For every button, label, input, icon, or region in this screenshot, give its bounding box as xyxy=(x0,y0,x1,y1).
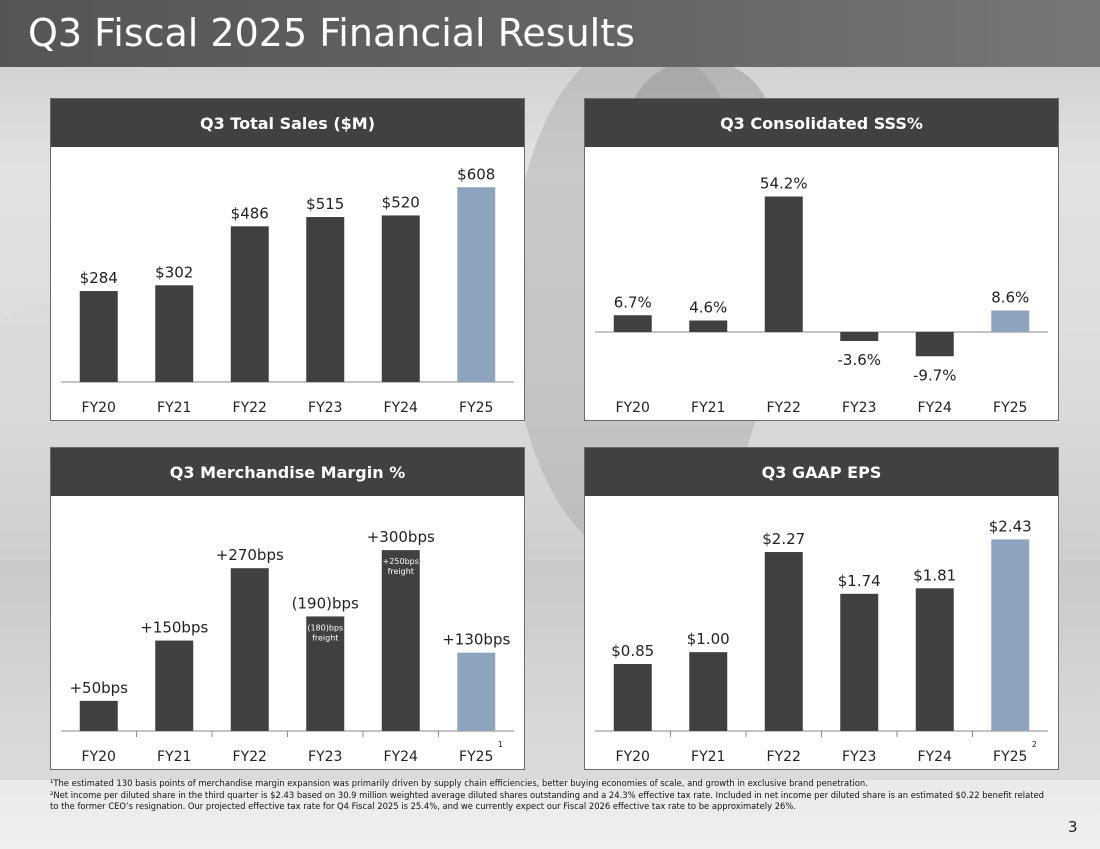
bar-fy22 xyxy=(764,552,803,731)
category-label: FY20 xyxy=(616,400,650,416)
category-label: FY23 xyxy=(308,749,342,765)
footnote-marker: 1 xyxy=(498,740,503,749)
data-label: (190)bps xyxy=(292,594,359,612)
margin-chart: +50bps FY20 +150bps FY21 +270bps FY22 (190)bps… xyxy=(61,528,514,765)
category-label: FY21 xyxy=(157,749,191,765)
category-label: FY22 xyxy=(767,749,801,765)
category-label: FY22 xyxy=(233,400,267,416)
data-label: $302 xyxy=(155,263,193,281)
data-label: +300bps xyxy=(367,528,435,546)
bar-fy25 xyxy=(457,652,496,731)
data-label: +50bps xyxy=(69,679,128,697)
bar-fy25 xyxy=(991,310,1030,332)
bar-fy24 xyxy=(381,215,420,382)
bar-fy23 xyxy=(306,217,345,382)
page-number: 3 xyxy=(1068,818,1078,836)
title-bar: Q3 Fiscal 2025 Financial Results xyxy=(0,0,1100,67)
footnote-2: ²Net income per diluted share in the thi… xyxy=(50,789,1044,812)
panel-total-sales: Q3 Total Sales ($M) $284 FY20 $302 FY21 $486… xyxy=(50,98,525,421)
footnote-1: ¹The estimated 130 basis points of merch… xyxy=(50,778,868,788)
category-label: FY22 xyxy=(233,749,267,765)
category-label: FY22 xyxy=(767,400,801,416)
category-label: FY24 xyxy=(918,400,953,416)
bar-fy25 xyxy=(457,187,496,382)
panel-gaap-eps: Q3 GAAP EPS $0.85 FY20 $1.00 FY21 $2.27 FY22 $… xyxy=(584,447,1059,770)
data-label: $486 xyxy=(231,204,269,222)
category-label: FY20 xyxy=(82,400,116,416)
data-label: 54.2% xyxy=(760,175,808,193)
data-label: +150bps xyxy=(140,619,208,637)
category-label: FY23 xyxy=(842,749,876,765)
bar-fy25 xyxy=(991,539,1030,731)
data-label: $515 xyxy=(306,195,344,213)
category-label: FY25 xyxy=(459,400,493,416)
category-label: FY21 xyxy=(691,749,725,765)
sss-chart: 6.7% FY20 4.6% FY21 54.2% FY22 -3.6% FY23 -9.7% F… xyxy=(595,175,1048,416)
panel-title: Q3 GAAP EPS xyxy=(585,448,1058,496)
panel-title: Q3 Total Sales ($M) xyxy=(51,99,524,147)
data-label: 8.6% xyxy=(991,289,1029,307)
category-label: FY25 xyxy=(993,749,1027,765)
bar-fy21 xyxy=(155,285,194,382)
category-label: FY24 xyxy=(384,749,419,765)
data-label: -9.7% xyxy=(913,366,957,384)
data-label: $2.43 xyxy=(989,517,1032,535)
data-label: $608 xyxy=(457,165,495,183)
category-label: FY25 xyxy=(993,400,1027,416)
bar-fy21 xyxy=(155,640,194,731)
category-label: FY23 xyxy=(842,400,876,416)
footnote-marker: 2 xyxy=(1032,740,1037,749)
data-label: +270bps xyxy=(216,546,284,564)
bar-fy22 xyxy=(230,568,269,731)
data-label: $1.00 xyxy=(687,630,730,648)
panel-merchandise-margin: Q3 Merchandise Margin % +50bps FY20 +150bp… xyxy=(50,447,525,770)
data-label: $1.81 xyxy=(913,566,956,584)
category-label: FY20 xyxy=(82,749,116,765)
bar-inner-note: freight xyxy=(388,567,414,576)
category-label: FY24 xyxy=(384,400,419,416)
category-label: FY21 xyxy=(157,400,191,416)
page-title: Q3 Fiscal 2025 Financial Results xyxy=(28,11,635,55)
data-label: $520 xyxy=(382,193,420,211)
category-label: FY24 xyxy=(918,749,953,765)
bar-fy21 xyxy=(689,320,728,332)
data-label: $0.85 xyxy=(611,642,654,660)
data-label: -3.6% xyxy=(837,351,881,369)
data-label: $1.74 xyxy=(838,572,881,590)
category-label: FY25 xyxy=(459,749,493,765)
panel-title: Q3 Merchandise Margin % xyxy=(51,448,524,496)
bar-fy23 xyxy=(840,593,879,731)
bar-fy24 xyxy=(381,550,420,731)
bar-fy22 xyxy=(764,196,803,332)
data-label: 4.6% xyxy=(689,299,727,317)
data-label: $2.27 xyxy=(762,530,805,548)
bar-fy23 xyxy=(306,616,345,731)
bar-fy21 xyxy=(689,652,728,731)
bar-fy20 xyxy=(613,663,652,731)
data-label: 6.7% xyxy=(614,293,652,311)
bar-fy20 xyxy=(79,700,118,731)
bar-fy23 xyxy=(840,332,879,341)
category-label: FY23 xyxy=(308,400,342,416)
bar-inner-note: freight xyxy=(312,633,338,642)
bar-fy20 xyxy=(79,291,118,382)
footnotes: ¹The estimated 130 basis points of merch… xyxy=(50,778,1050,813)
bar-inner-note: +250bps xyxy=(383,557,419,566)
sales-chart: $284 FY20 $302 FY21 $486 FY22 $515 FY23 $520 FY24… xyxy=(61,165,514,416)
eps-chart: $0.85 FY20 $1.00 FY21 $2.27 FY22 $1.74 FY23 $1.8… xyxy=(595,517,1048,765)
category-label: FY20 xyxy=(616,749,650,765)
bar-fy24 xyxy=(915,332,954,357)
data-label: $284 xyxy=(80,269,118,287)
bar-fy24 xyxy=(915,588,954,731)
bar-inner-note: (180)bps xyxy=(307,623,343,632)
data-label: +130bps xyxy=(442,631,510,649)
bar-fy22 xyxy=(230,226,269,382)
category-label: FY21 xyxy=(691,400,725,416)
panel-consolidated-sss: Q3 Consolidated SSS% 6.7% FY20 4.6% FY21 54.… xyxy=(584,98,1059,421)
bar-fy20 xyxy=(613,315,652,332)
panel-title: Q3 Consolidated SSS% xyxy=(585,99,1058,147)
